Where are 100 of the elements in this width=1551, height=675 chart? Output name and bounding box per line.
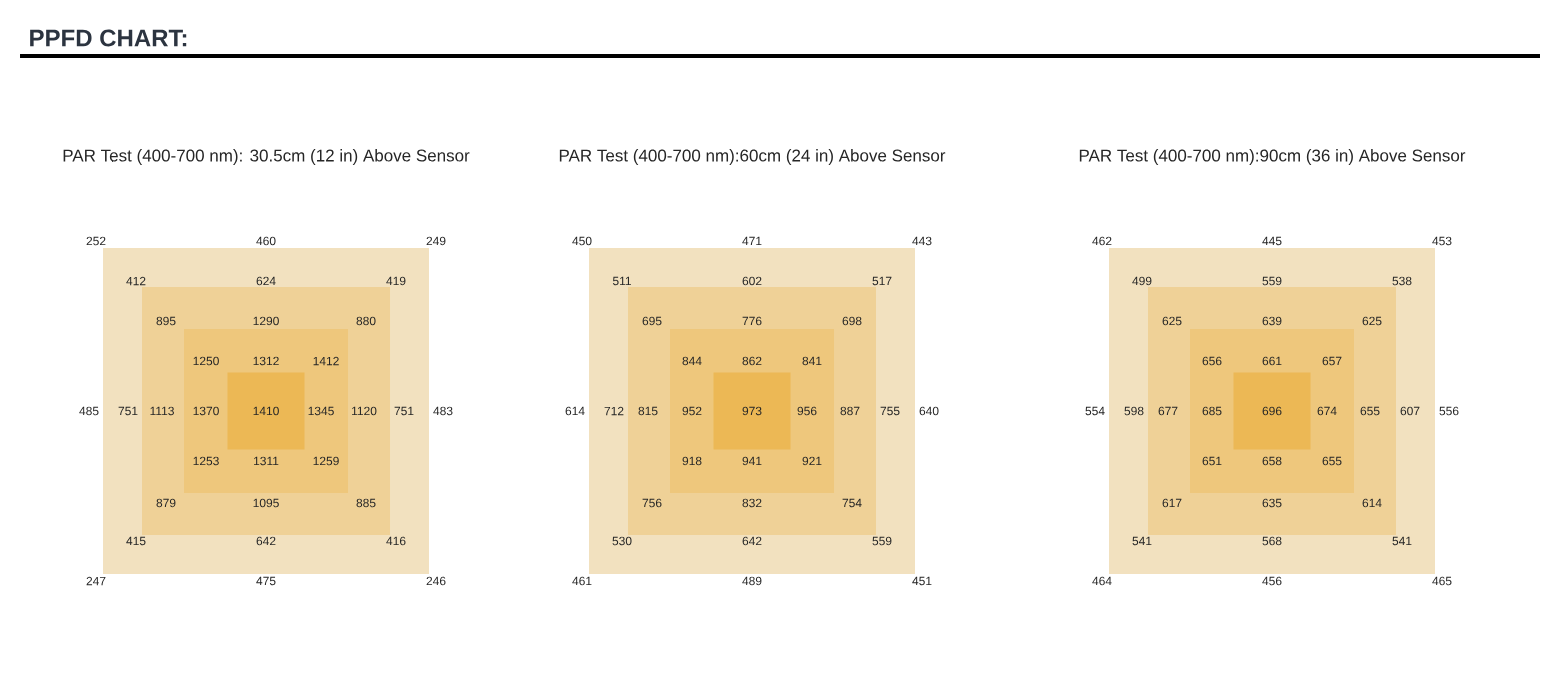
data-label: 887 xyxy=(840,406,860,416)
data-label: 538 xyxy=(1392,276,1412,286)
data-label: 656 xyxy=(1202,356,1222,366)
data-label: 918 xyxy=(682,456,702,466)
data-label: 639 xyxy=(1262,316,1282,326)
data-label: 862 xyxy=(742,356,762,366)
data-label: 450 xyxy=(572,236,592,246)
data-label: 844 xyxy=(682,356,702,366)
data-label: 1250 xyxy=(193,356,219,366)
data-label: 1253 xyxy=(193,456,219,466)
data-label: 456 xyxy=(1262,576,1282,586)
data-label: 530 xyxy=(612,536,632,546)
data-label: 1370 xyxy=(193,406,219,416)
data-label: 1113 xyxy=(150,406,174,416)
data-label: 1290 xyxy=(253,316,279,326)
data-label: 625 xyxy=(1162,316,1182,326)
data-label: 1412 xyxy=(313,356,339,366)
data-label: 554 xyxy=(1085,406,1105,416)
data-label: 635 xyxy=(1262,498,1282,508)
data-label: 941 xyxy=(742,456,762,466)
data-label: 815 xyxy=(638,406,658,416)
data-label: 973 xyxy=(742,406,762,416)
data-label: 489 xyxy=(742,576,762,586)
data-label: 412 xyxy=(126,276,146,286)
data-label: 625 xyxy=(1362,316,1382,326)
data-label: 655 xyxy=(1360,406,1380,416)
data-label: 419 xyxy=(386,276,406,286)
data-label: 1095 xyxy=(253,498,279,508)
data-label: 1120 xyxy=(352,406,377,416)
data-label: 465 xyxy=(1432,576,1452,586)
data-label: 247 xyxy=(86,576,106,586)
data-label: 754 xyxy=(842,498,862,508)
data-label: 1410 xyxy=(253,406,279,416)
data-label: 657 xyxy=(1322,356,1342,366)
data-label: 712 xyxy=(604,406,624,416)
data-label: 921 xyxy=(802,456,822,466)
data-label: 655 xyxy=(1322,456,1342,466)
data-label: 485 xyxy=(79,406,99,416)
data-label: 568 xyxy=(1262,536,1282,546)
data-label: 880 xyxy=(356,316,376,326)
data-label: 246 xyxy=(426,576,446,586)
data-label: 677 xyxy=(1158,406,1178,416)
data-label: 661 xyxy=(1262,356,1282,366)
data-label: 674 xyxy=(1317,406,1337,416)
data-label: 1311 xyxy=(254,456,279,466)
data-label: 642 xyxy=(256,536,276,546)
data-label: 751 xyxy=(118,406,138,416)
data-label: 614 xyxy=(1362,498,1382,508)
data-label: 617 xyxy=(1162,498,1182,508)
data-label: 415 xyxy=(126,536,146,546)
data-label: 541 xyxy=(1392,536,1412,546)
data-label: 695 xyxy=(642,316,662,326)
data-label: 445 xyxy=(1262,236,1282,246)
data-label: 1345 xyxy=(308,406,334,416)
data-label: 642 xyxy=(742,536,762,546)
data-label: 698 xyxy=(842,316,862,326)
data-label: 443 xyxy=(912,236,932,246)
data-label: 879 xyxy=(156,498,176,508)
data-label: 471 xyxy=(742,236,762,246)
data-label: 832 xyxy=(742,498,762,508)
data-label: 956 xyxy=(797,406,817,416)
data-label: 651 xyxy=(1202,456,1222,466)
data-label: 885 xyxy=(356,498,376,508)
data-label: 462 xyxy=(1092,236,1112,246)
data-label: 416 xyxy=(386,536,406,546)
data-label: 756 xyxy=(642,498,662,508)
data-label: 511 xyxy=(612,276,631,286)
data-label: 556 xyxy=(1439,406,1459,416)
data-label: 598 xyxy=(1124,406,1144,416)
data-label: 696 xyxy=(1262,406,1282,416)
data-label: 252 xyxy=(86,236,106,246)
data-label: 895 xyxy=(156,316,176,326)
text: PAR Test (400-700 nm):90cm (36 in) Above Sensor xyxy=(1079,149,1466,165)
data-label: 1312 xyxy=(253,356,279,366)
data-label: 607 xyxy=(1400,406,1420,416)
data-label: 475 xyxy=(256,576,276,586)
data-label: 453 xyxy=(1432,236,1452,246)
data-label: 483 xyxy=(433,406,453,416)
data-label: 249 xyxy=(426,236,446,246)
data-label: 461 xyxy=(572,576,592,586)
data-label: 1259 xyxy=(313,456,339,466)
data-label: 614 xyxy=(565,406,585,416)
data-label: 517 xyxy=(872,276,892,286)
data-label: 602 xyxy=(742,276,762,286)
data-label: 559 xyxy=(872,536,892,546)
data-label: 541 xyxy=(1132,536,1152,546)
data-label: 464 xyxy=(1092,576,1112,586)
data-label: 952 xyxy=(682,406,702,416)
data-label: 841 xyxy=(802,356,822,366)
data-label: 755 xyxy=(880,406,900,416)
data-label: 451 xyxy=(912,576,932,586)
data-label: 685 xyxy=(1202,406,1222,416)
text: PPFD CHART: xyxy=(30,29,187,47)
data-label: 460 xyxy=(256,236,276,246)
data-label: 640 xyxy=(919,406,939,416)
data-label: 776 xyxy=(742,316,762,326)
data-label: 751 xyxy=(394,406,414,416)
text: PAR Test (400-700 nm):60cm (24 in) Above Sensor xyxy=(559,149,946,165)
text: PAR Test (400-700 nm): 30.5cm (12 in) Above Sensor xyxy=(63,149,470,165)
data-label: 499 xyxy=(1132,276,1152,286)
